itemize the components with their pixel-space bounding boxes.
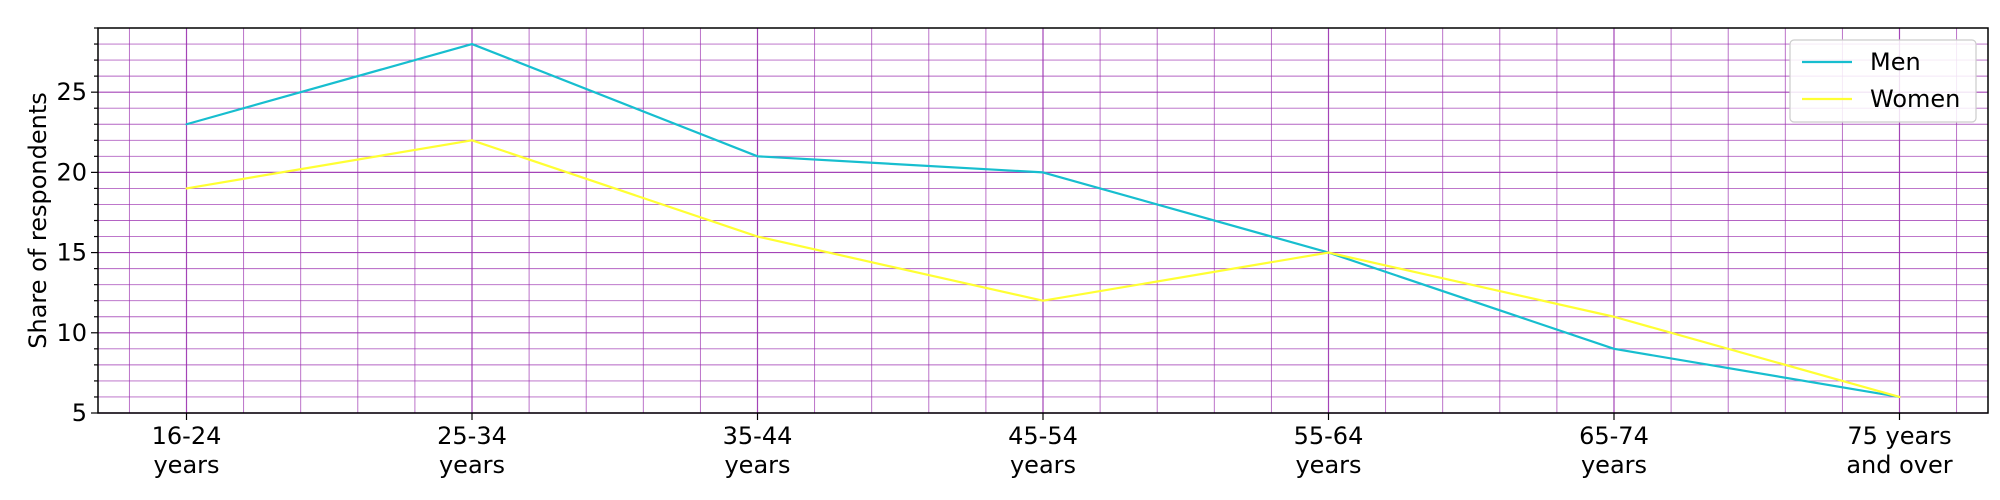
legend-label-men: Men bbox=[1870, 48, 1921, 76]
x-tick-label: 25-34 years bbox=[437, 422, 507, 479]
x-tick-label-line: years bbox=[439, 451, 505, 479]
legend: Men Women bbox=[1789, 39, 1977, 123]
x-tick-label-line: 55-64 bbox=[1294, 422, 1364, 450]
x-tick-label-line: years bbox=[1581, 451, 1647, 479]
x-tick-label-line: 65-74 bbox=[1579, 422, 1649, 450]
y-tick-label: 25 bbox=[56, 78, 87, 106]
legend-box bbox=[1789, 39, 1977, 123]
y-axis-title: Share of respondents bbox=[24, 92, 52, 349]
y-tick-label: 10 bbox=[56, 319, 87, 347]
x-tick-label-line: years bbox=[1295, 451, 1361, 479]
x-tick-label-line: 75 years bbox=[1847, 422, 1951, 450]
x-tick-label-line: years bbox=[724, 451, 790, 479]
x-tick-label: 55-64 years bbox=[1294, 422, 1364, 479]
x-tick-label: 65-74 years bbox=[1579, 422, 1649, 479]
legend-label-women: Women bbox=[1870, 85, 1960, 113]
x-tick-label: 45-54 years bbox=[1008, 422, 1078, 479]
x-tick-label-line: years bbox=[153, 451, 219, 479]
y-tick-label: 15 bbox=[56, 239, 87, 267]
x-tick-label-line: 16-24 bbox=[152, 422, 222, 450]
series-lines bbox=[185, 42, 1901, 399]
x-tick-label-line: 25-34 bbox=[437, 422, 507, 450]
grid bbox=[98, 27, 1988, 414]
x-tick-label: 35-44 years bbox=[723, 422, 793, 479]
y-tick-label: 5 bbox=[72, 399, 87, 427]
x-tick-label: 16-24 years bbox=[152, 422, 222, 479]
x-tick-label-line: and over bbox=[1846, 451, 1952, 479]
x-tick-label-line: 45-54 bbox=[1008, 422, 1078, 450]
y-tick-label: 20 bbox=[56, 158, 87, 186]
x-tick-label-line: years bbox=[1010, 451, 1076, 479]
x-tick-label: 75 years and over bbox=[1846, 422, 1952, 479]
x-tick-label-line: 35-44 bbox=[723, 422, 793, 450]
